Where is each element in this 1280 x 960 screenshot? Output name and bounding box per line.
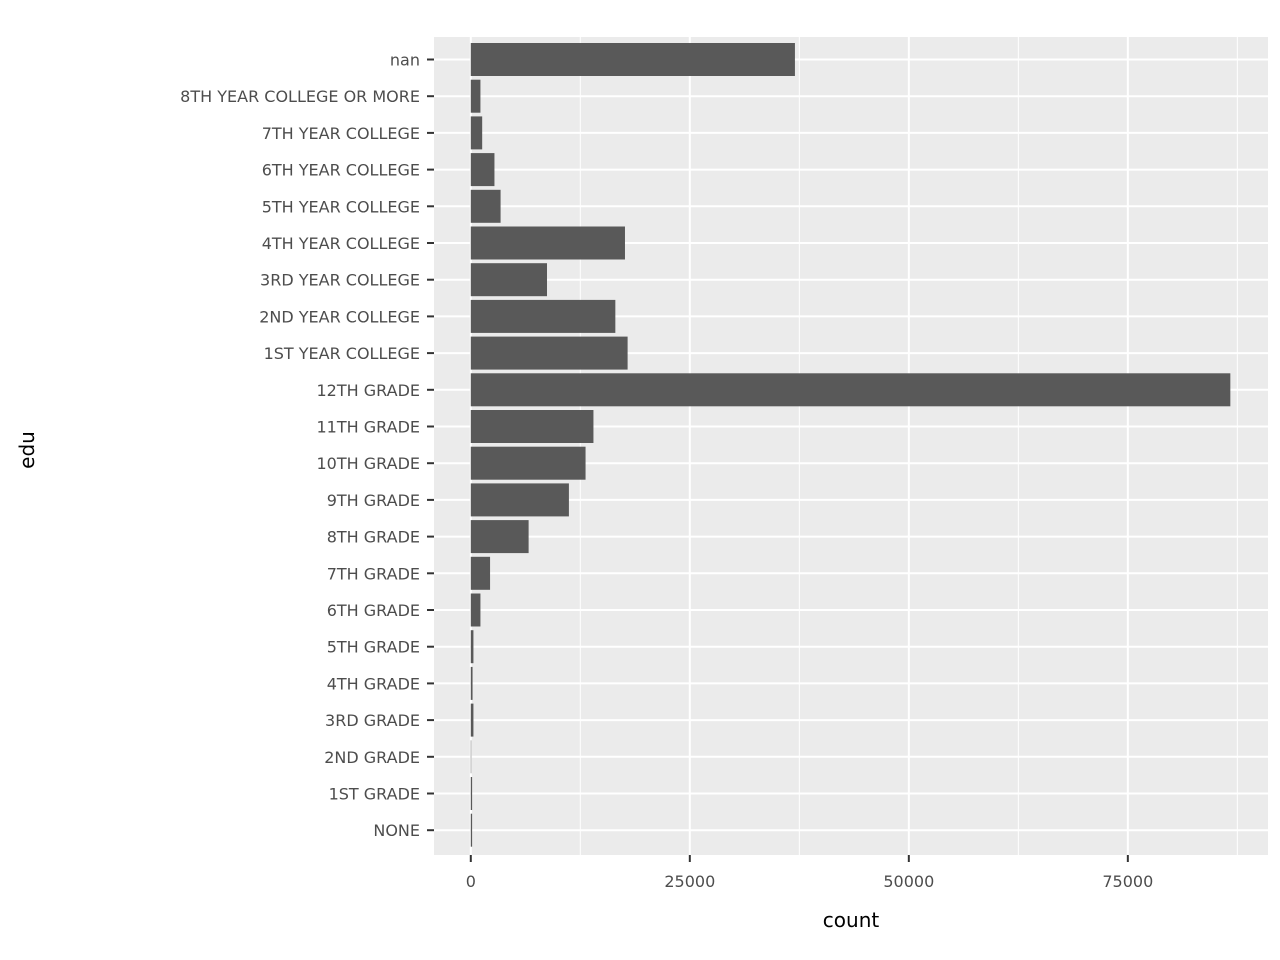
y-tick-label: 5TH GRADE — [327, 638, 420, 657]
bar — [470, 373, 1231, 407]
bar — [470, 483, 569, 517]
y-tick-label: 7TH GRADE — [327, 564, 420, 583]
y-tick-label: 3RD YEAR COLLEGE — [260, 271, 420, 290]
y-tick-label: nan — [390, 51, 420, 70]
y-tick-label: 8TH YEAR COLLEGE OR MORE — [180, 87, 420, 106]
bar — [470, 336, 628, 370]
bar — [470, 593, 481, 627]
bar — [470, 666, 473, 700]
y-tick-label: 3RD GRADE — [325, 711, 420, 730]
plot-panel — [434, 37, 1268, 855]
y-tick-label: 10TH GRADE — [317, 454, 421, 473]
x-axis-title: count — [823, 908, 880, 932]
bar — [470, 226, 625, 260]
bar — [470, 630, 474, 664]
y-tick-label: 5TH YEAR COLLEGE — [262, 197, 420, 216]
bar — [470, 446, 586, 480]
y-tick-label: NONE — [373, 821, 420, 840]
y-axis-title: edu — [15, 431, 39, 469]
bar — [470, 813, 473, 847]
bars — [470, 43, 1231, 847]
y-tick-label: 1ST YEAR COLLEGE — [264, 344, 420, 363]
y-tick-label: 9TH GRADE — [327, 491, 420, 510]
y-tick-label: 2ND GRADE — [324, 748, 420, 767]
bar — [470, 410, 594, 443]
bar — [470, 703, 474, 737]
y-tick-label: 6TH GRADE — [327, 601, 420, 620]
y-tick-label: 4TH GRADE — [327, 674, 420, 693]
x-axis-ticks: 0 25000 50000 75000 — [466, 855, 1153, 891]
y-tick-label: 11TH GRADE — [317, 418, 421, 437]
y-tick-label: 12TH GRADE — [317, 381, 421, 400]
bar — [470, 777, 473, 810]
bar — [470, 116, 483, 150]
y-tick-label: 8TH GRADE — [327, 528, 420, 547]
bar — [470, 299, 616, 333]
y-tick-label: 1ST GRADE — [329, 785, 420, 804]
bar — [470, 43, 795, 76]
y-tick-label: 6TH YEAR COLLEGE — [262, 161, 420, 180]
x-tick-label: 0 — [466, 872, 476, 891]
bar — [470, 189, 501, 223]
x-tick-label: 25000 — [664, 872, 715, 891]
bar — [470, 153, 495, 187]
bar — [470, 556, 491, 590]
bar — [470, 263, 548, 297]
y-tick-label: 2ND YEAR COLLEGE — [259, 307, 420, 326]
y-tick-label: 7TH YEAR COLLEGE — [262, 124, 420, 143]
y-tick-label: 4TH YEAR COLLEGE — [262, 234, 420, 253]
x-tick-label: 75000 — [1102, 872, 1153, 891]
x-tick-label: 50000 — [883, 872, 934, 891]
y-axis-ticks: nan 8TH YEAR COLLEGE OR MORE 7TH YEAR COLL… — [180, 51, 434, 840]
bar — [470, 79, 481, 113]
bar — [470, 520, 529, 554]
